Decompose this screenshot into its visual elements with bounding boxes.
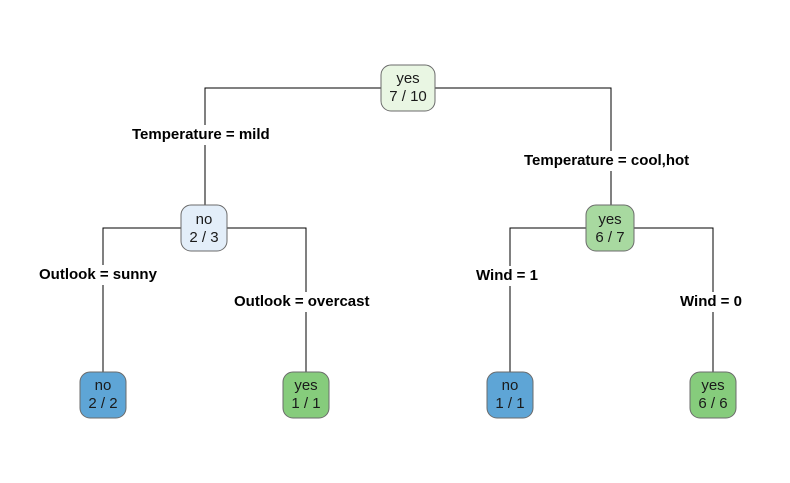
node-box-right — [585, 204, 635, 252]
split-right-left: Wind = 1 — [474, 266, 540, 286]
split-right-right: Wind = 0 — [678, 292, 744, 312]
node-box-root — [380, 64, 436, 112]
node-box-leaf-rl — [486, 371, 534, 419]
node-box-leaf-lr — [282, 371, 330, 419]
edge-right-left — [509, 227, 586, 374]
edge-right-right — [634, 227, 714, 374]
edge-left-right — [227, 227, 307, 374]
split-left-right: Outlook = overcast — [232, 292, 372, 312]
node-box-leaf-rr — [689, 371, 737, 419]
node-box-left — [180, 204, 228, 252]
split-root-left: Temperature = mild — [130, 125, 272, 145]
edge-root-right — [435, 87, 612, 207]
node-box-leaf-ll — [79, 371, 127, 419]
split-left-left: Outlook = sunny — [37, 265, 159, 285]
edge-left-left — [102, 227, 181, 374]
split-root-right: Temperature = cool,hot — [522, 151, 692, 171]
edge-root-left — [204, 87, 381, 207]
